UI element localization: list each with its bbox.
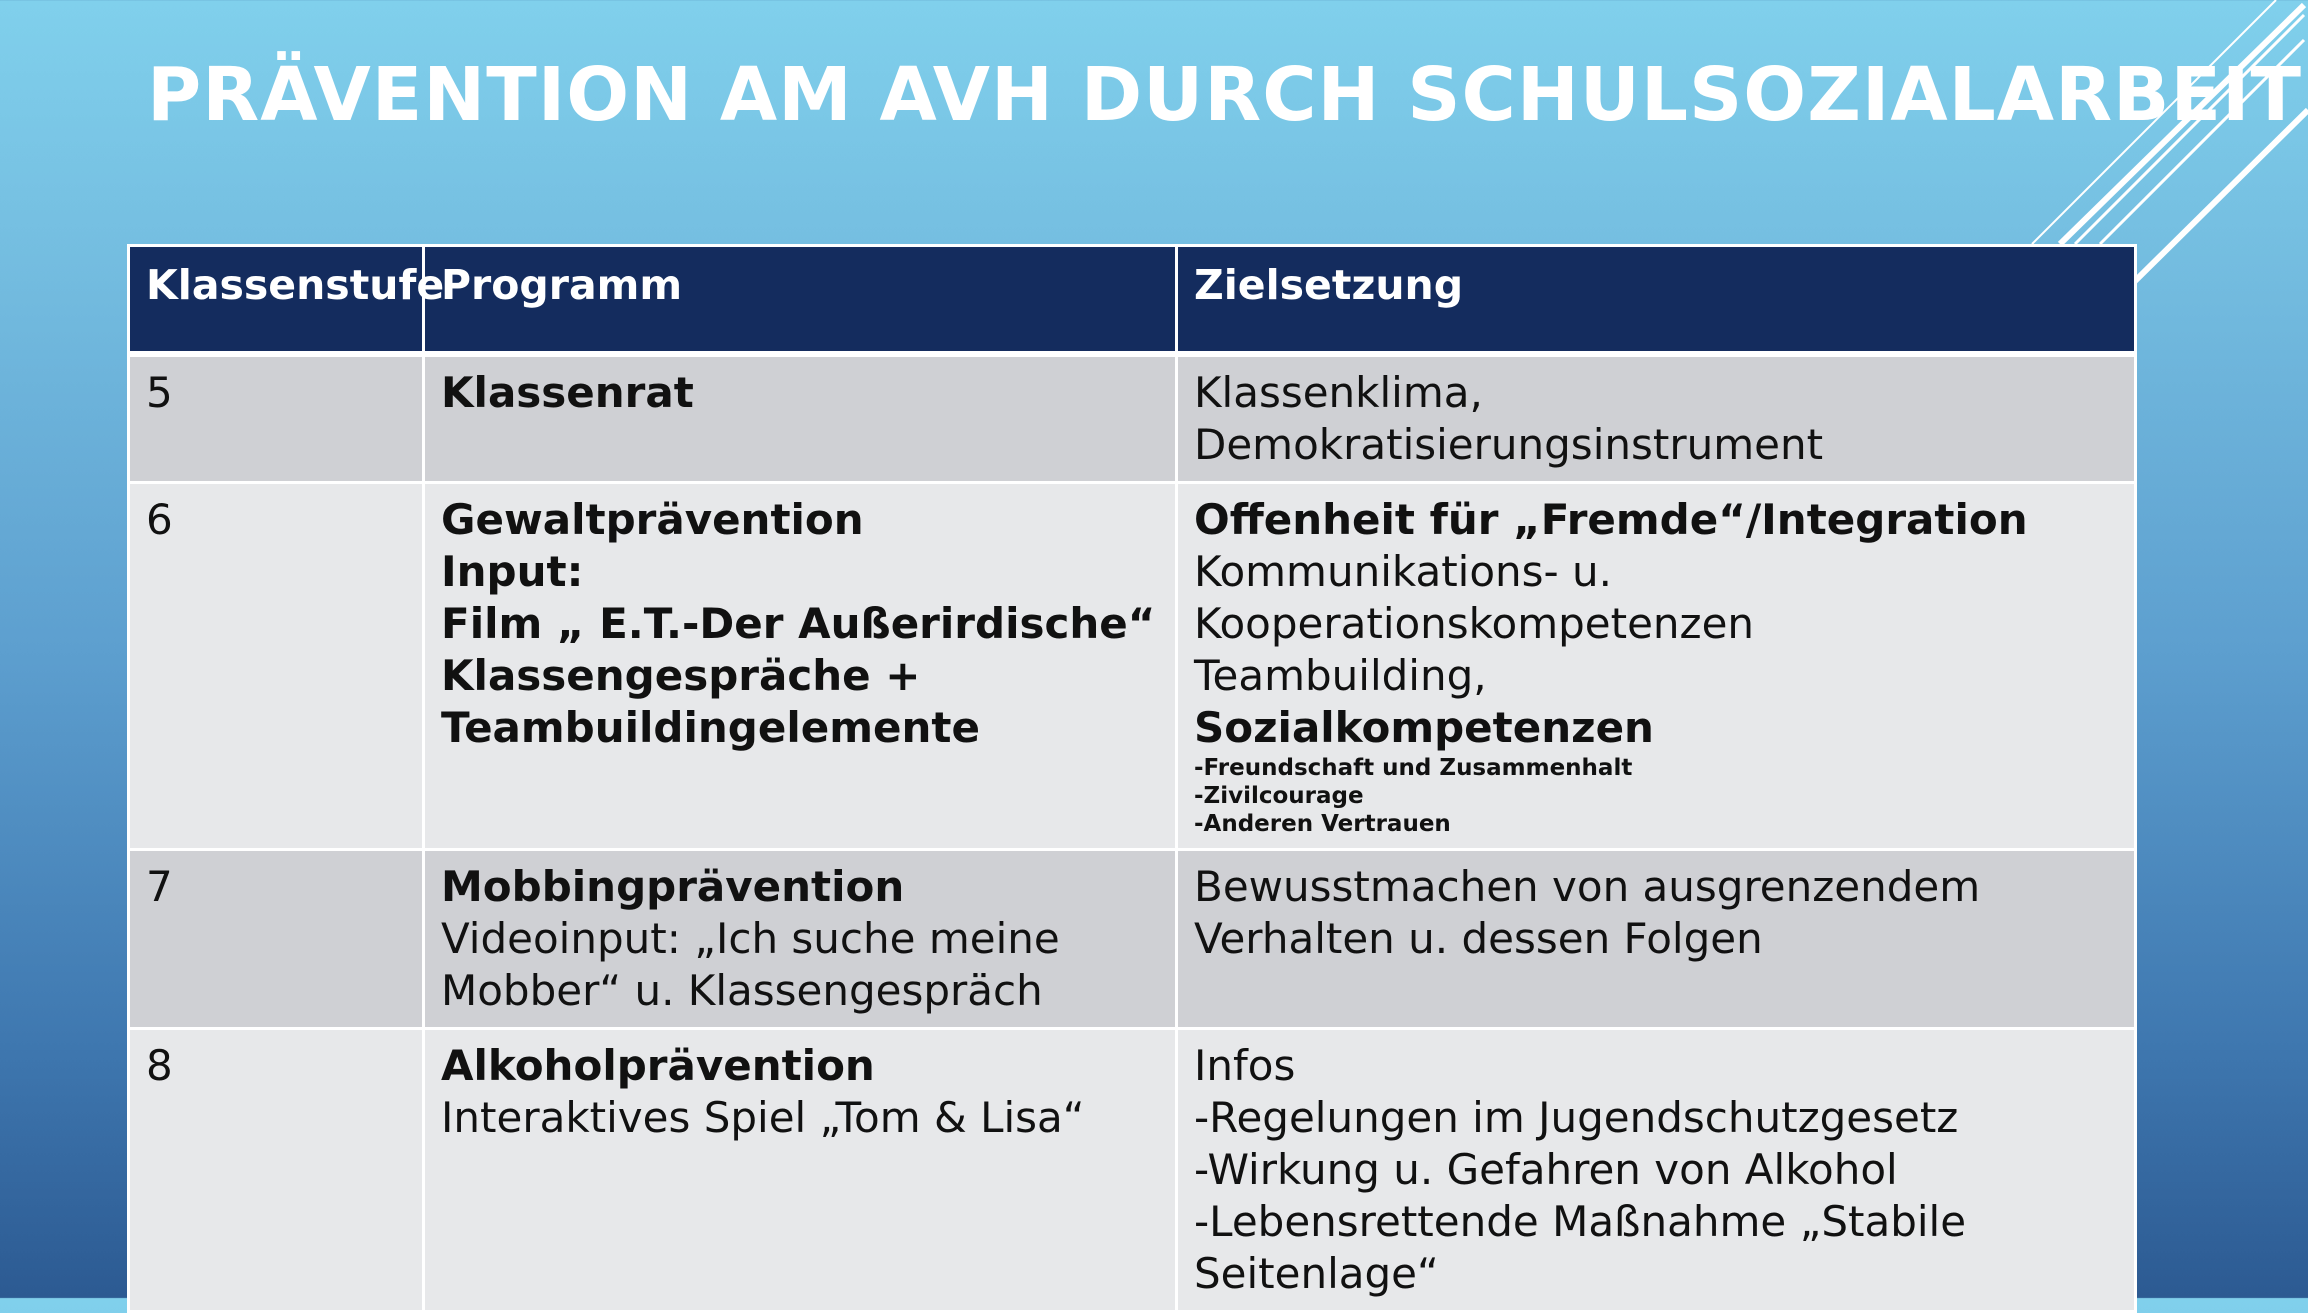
cell-line: Sozialkompetenzen	[1194, 703, 1654, 752]
cell-programm: Klassenrat	[422, 352, 1178, 484]
cell-ziel: Klassenklima, Demokratisierungsinstrument	[1175, 352, 2137, 484]
cell-klassenstufe: 5	[127, 352, 425, 484]
cell-line: Klassenklima,	[1194, 368, 1483, 417]
cell-ziel: Bewusstmachen von ausgrenzendem Verhalten…	[1175, 848, 2137, 1030]
table-row: 6 Gewaltprävention Input: Film „ E.T.-Der A…	[127, 481, 2137, 851]
cell-programm: Mobbingprävention Videoinput: „Ich suche …	[422, 848, 1178, 1030]
cell-line: Bewusstmachen von ausgrenzendem	[1194, 862, 1981, 911]
cell-line: -Regelungen im Jugendschutzgesetz	[1194, 1093, 1959, 1142]
cell-line: Seitenlage“	[1194, 1249, 1439, 1298]
page-title: PRÄVENTION AM AVH DURCH SCHULSOZIALARBEI…	[147, 52, 2303, 138]
cell-line: Offenheit für „Fremde“/Integration	[1194, 495, 2028, 544]
cell-klassenstufe: 8	[127, 1027, 425, 1313]
cell-ziel: Offenheit für „Fremde“/Integration Kommun…	[1175, 481, 2137, 851]
table-row: 8 Alkoholprävention Interaktives Spiel „To…	[127, 1027, 2137, 1313]
cell-line: -Lebensrettende Maßnahme „Stabile	[1194, 1197, 1967, 1246]
header-zielsetzung: Zielsetzung	[1175, 244, 2137, 357]
cell-line: Infos	[1194, 1041, 1296, 1090]
cell-line: Interaktives Spiel „Tom & Lisa“	[441, 1093, 1085, 1142]
cell-line: Input:	[441, 547, 584, 596]
cell-line: Kooperationskompetenzen	[1194, 599, 1755, 648]
cell-line: Klassenrat	[441, 368, 694, 417]
cell-line: -Anderen Vertrauen	[1194, 811, 1451, 837]
header-programm: Programm	[422, 244, 1178, 357]
cell-programm: Gewaltprävention Input: Film „ E.T.-Der Au…	[422, 481, 1178, 851]
cell-line: Teambuilding,	[1194, 651, 1487, 700]
cell-line: Film „ E.T.-Der Außerirdische“	[441, 599, 1156, 648]
cell-line: -Freundschaft und Zusammenhalt	[1194, 755, 1633, 781]
cell-line: Gewaltprävention	[441, 495, 864, 544]
cell-line: -Wirkung u. Gefahren von Alkohol	[1194, 1145, 1898, 1194]
header-klassenstufe: Klassenstufe	[127, 244, 444, 357]
cell-ziel: Infos -Regelungen im Jugendschutzgesetz -W…	[1175, 1027, 2137, 1313]
cell-line: Mobber“ u. Klassengespräch	[441, 966, 1043, 1015]
cell-klassenstufe: 7	[127, 848, 425, 1030]
table-row: 5 Klassenrat Klassenklima, Demokratisierung…	[127, 352, 2137, 484]
cell-klassenstufe: 6	[127, 481, 425, 851]
cell-line: Alkoholprävention	[441, 1041, 875, 1090]
table-header-row: Klassenstufe Programm Zielsetzung	[127, 244, 2137, 357]
cell-line: Demokratisierungsinstrument	[1194, 420, 1824, 469]
cell-line: Kommunikations- u.	[1194, 547, 1613, 596]
table-row: 7 Mobbingprävention Videoinput: „Ich suche…	[127, 848, 2137, 1030]
cell-line: Teambuildingelemente	[441, 703, 980, 752]
cell-line: Klassengespräche +	[441, 651, 921, 700]
prevention-table: Klassenstufe Programm Zielsetzung 5 Klass…	[127, 244, 2137, 1313]
cell-programm: Alkoholprävention Interaktives Spiel „Tom…	[422, 1027, 1178, 1313]
cell-line: Mobbingprävention	[441, 862, 905, 911]
cell-line: Videoinput: „Ich suche meine	[441, 914, 1060, 963]
cell-line: Verhalten u. dessen Folgen	[1194, 914, 1763, 963]
cell-line: -Zivilcourage	[1194, 783, 1364, 809]
